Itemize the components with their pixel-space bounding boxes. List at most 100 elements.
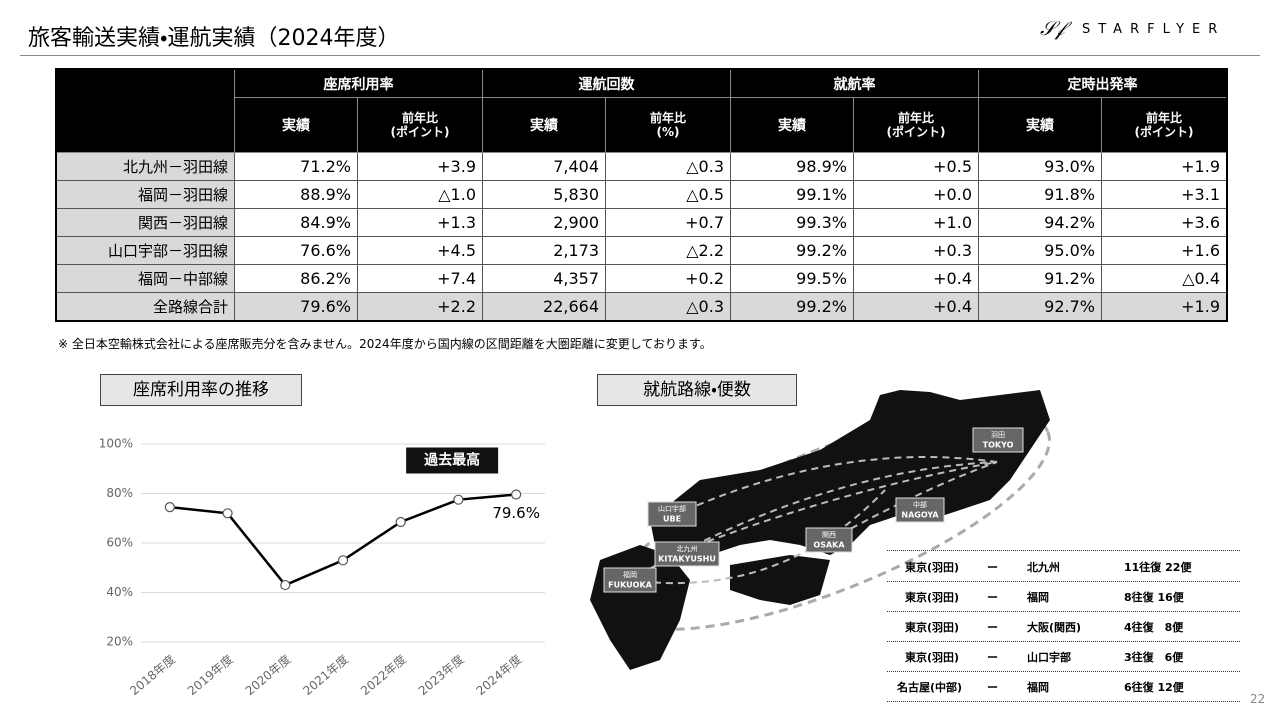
cell: +1.6 — [1101, 236, 1228, 265]
city-label-ja: 羽田 — [991, 431, 1005, 439]
cell: +0.0 — [853, 180, 979, 209]
cell: +0.4 — [853, 292, 979, 322]
cell: +1.0 — [853, 208, 979, 237]
point — [337, 555, 349, 566]
cell: 7,404 — [482, 152, 606, 181]
route-cell: 4往復 8便 — [1124, 621, 1184, 634]
cell: 99.2% — [730, 236, 854, 265]
route-cell: 名古屋(中部) — [897, 681, 963, 694]
results-table: 座席利用率 運航回数 就航率 定時出発率 実績 前年比 (ポイント) 実績 前年比 (%) 実績 前年… — [55, 68, 1228, 322]
sub-header-line: 前年比 — [649, 111, 686, 125]
city-label-box — [647, 501, 697, 527]
route-row: 名古屋(中部) ー 福岡 6往復 12便 — [887, 671, 1240, 702]
y-tick-label: 100% — [99, 437, 133, 451]
value-label: 79.6% — [492, 504, 540, 522]
sub-header-line: 実績 — [1026, 118, 1054, 134]
sub-header-row: 実績 前年比 (ポイント) 実績 前年比 (%) 実績 前年比 (ポイント) 実績 前年比 (ポイント… — [56, 97, 1228, 153]
footnote: ※ 全日本空輸株式会社による座席販売分を含みません。2024年度から国内線の区間… — [58, 337, 712, 351]
route-cell: 北九州 — [1027, 561, 1060, 574]
cell: △2.2 — [605, 236, 731, 265]
line — [169, 493, 517, 587]
cell: 95.0% — [978, 236, 1102, 265]
sub-header-line: (ポイント) — [390, 125, 450, 139]
cell: +7.4 — [357, 264, 483, 293]
cell: 94.2% — [978, 208, 1102, 237]
table-row: 北九州－羽田線 71.2% +3.9 7,404 △0.3 98.9% +0.5 93.0% +… — [55, 152, 1228, 181]
cell: +1.9 — [1101, 152, 1228, 181]
cell: 88.9% — [234, 180, 358, 209]
cell: △1.0 — [357, 180, 483, 209]
map-title: 就航路線・便数 — [597, 374, 797, 406]
annotation-box — [406, 447, 499, 474]
route-map: 羽田 TOKYO 中部 NAGOYA 関西 OSAKA 山口宇部 UBE 北九州 KITAKYUS… — [590, 390, 1051, 670]
city-label-box — [972, 427, 1024, 453]
cell: △0.5 — [605, 180, 731, 209]
group-header: 定時出発率 — [978, 68, 1228, 98]
cell: +4.5 — [357, 236, 483, 265]
sub-header: 実績 — [730, 97, 854, 153]
cell: 99.3% — [730, 208, 854, 237]
sub-header-line: (ポイント) — [886, 125, 946, 139]
route-cell: 東京(羽田) — [905, 621, 960, 634]
cell: 99.2% — [730, 292, 854, 322]
city-label-ja: 北九州 — [677, 544, 698, 553]
cell: 22,664 — [482, 292, 606, 322]
cell: +0.4 — [853, 264, 979, 293]
route-cell: 6往復 12便 — [1124, 681, 1184, 694]
route-row: 東京(羽田) ー 北九州 11往復 22便 — [887, 551, 1240, 582]
sub-header-line: 実績 — [778, 118, 806, 134]
row-label: 福岡－羽田線 — [55, 180, 235, 209]
city-label-en: TOKYO — [983, 441, 1014, 450]
table-row: 全路線合計 79.6% +2.2 22,664 △0.3 99.2% +0.4 92.7% +1… — [55, 292, 1228, 322]
route-cell: 東京(羽田) — [905, 591, 960, 604]
route-cell: 3往復 6便 — [1124, 651, 1184, 664]
sub-header-line: (ポイント) — [1134, 125, 1194, 139]
point — [395, 516, 406, 528]
row-label: 全路線合計 — [55, 292, 235, 322]
point — [453, 494, 464, 505]
sub-header-line: 実績 — [282, 118, 310, 134]
shikoku — [730, 555, 830, 605]
city-label-en: NAGOYA — [901, 511, 939, 520]
route-row: 東京(羽田) ー 大阪(関西) 4往復 8便 — [887, 611, 1240, 642]
table-row: 関西－羽田線 84.9% +1.3 2,900 +0.7 99.3% +1.0 94.2% +3… — [55, 208, 1228, 237]
cell: +3.9 — [357, 152, 483, 181]
sub-header: 実績 — [234, 97, 358, 153]
row-label: 北九州－羽田線 — [55, 152, 235, 181]
group-header: 運航回数 — [482, 68, 731, 98]
route-cell: ー — [987, 651, 998, 664]
cell: +1.9 — [1101, 292, 1228, 322]
route-cell: 大阪(関西) — [1027, 621, 1082, 634]
city-label-en: OSAKA — [813, 541, 845, 550]
cell: △0.3 — [605, 152, 731, 181]
sub-header-line: (%) — [656, 125, 680, 139]
point — [222, 508, 233, 519]
city-label-box — [805, 527, 853, 553]
sub-header-line: 前年比 — [1145, 111, 1182, 125]
city-label-ja: 関西 — [822, 531, 836, 539]
city-label-box — [895, 497, 945, 523]
cell: 2,173 — [482, 236, 606, 265]
cell: +3.1 — [1101, 180, 1228, 209]
cell: +0.7 — [605, 208, 731, 237]
y-tick-label: 80% — [106, 486, 133, 500]
y-tick-label: 20% — [106, 635, 133, 649]
point — [164, 502, 175, 513]
y-tick-label: 60% — [106, 536, 133, 550]
x-tick-label: 2024年度 — [474, 652, 525, 698]
table-row: 福岡－中部線 86.2% +7.4 4,357 +0.2 99.5% +0.4 91.2% △0… — [55, 264, 1228, 293]
cell: +3.6 — [1101, 208, 1228, 237]
sub-header: 実績 — [978, 97, 1102, 153]
route-cell: ー — [987, 681, 998, 694]
route-cell: 東京(羽田) — [905, 651, 960, 664]
group-header: 座席利用率 — [234, 68, 483, 98]
city-label-box — [654, 541, 720, 567]
point — [280, 579, 291, 591]
sub-header: 実績 — [482, 97, 606, 153]
cell: 99.5% — [730, 264, 854, 293]
cell: 99.1% — [730, 180, 854, 209]
cell: △0.3 — [605, 292, 731, 322]
route-cell: ー — [987, 621, 998, 634]
logo-mark: 𝒮𝒻 — [1040, 18, 1065, 40]
